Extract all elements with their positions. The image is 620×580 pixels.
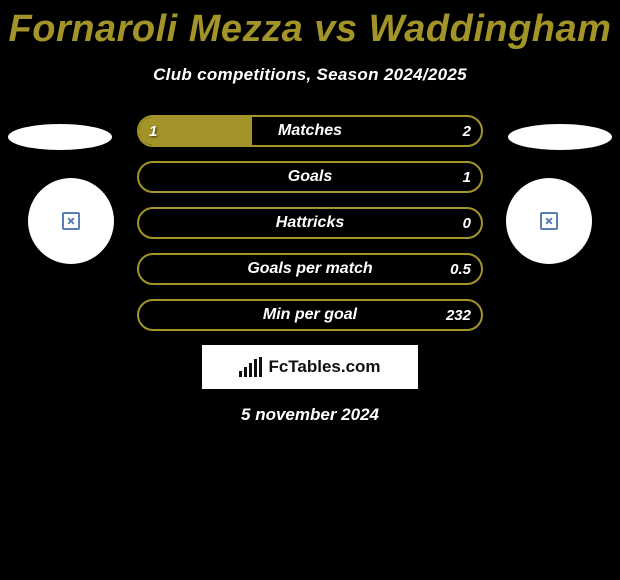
stat-value-right: 0.5	[450, 261, 471, 278]
stat-value-right: 1	[463, 169, 471, 186]
bar-chart-icon	[239, 357, 262, 377]
player2-club-circle	[506, 178, 592, 264]
stat-value-left: 1	[149, 123, 157, 140]
stat-value-right: 2	[463, 123, 471, 140]
stat-value-right: 0	[463, 215, 471, 232]
stat-label: Hattricks	[276, 214, 344, 232]
placeholder-icon	[62, 212, 80, 230]
page-title: Fornaroli Mezza vs Waddingham	[0, 0, 620, 51]
subtitle: Club competitions, Season 2024/2025	[0, 65, 620, 85]
stat-value-right: 232	[446, 307, 471, 324]
stat-label: Goals per match	[247, 260, 372, 278]
player1-country-ellipse	[8, 124, 112, 150]
player2-country-ellipse	[508, 124, 612, 150]
stats-container: 1 Matches 2 Goals 1 Hattricks 0 Goals pe…	[137, 115, 483, 331]
stat-label: Min per goal	[263, 306, 357, 324]
stat-bar-hattricks: Hattricks 0	[137, 207, 483, 239]
stat-bar-min-per-goal: Min per goal 232	[137, 299, 483, 331]
stat-label: Goals	[288, 168, 332, 186]
source-logo-text: FcTables.com	[268, 357, 380, 377]
placeholder-icon	[540, 212, 558, 230]
stat-bar-matches: 1 Matches 2	[137, 115, 483, 147]
stat-bar-goals: Goals 1	[137, 161, 483, 193]
player1-club-circle	[28, 178, 114, 264]
stat-bar-goals-per-match: Goals per match 0.5	[137, 253, 483, 285]
stat-label: Matches	[278, 122, 342, 140]
source-logo-box[interactable]: FcTables.com	[202, 345, 418, 389]
date-text: 5 november 2024	[0, 405, 620, 425]
